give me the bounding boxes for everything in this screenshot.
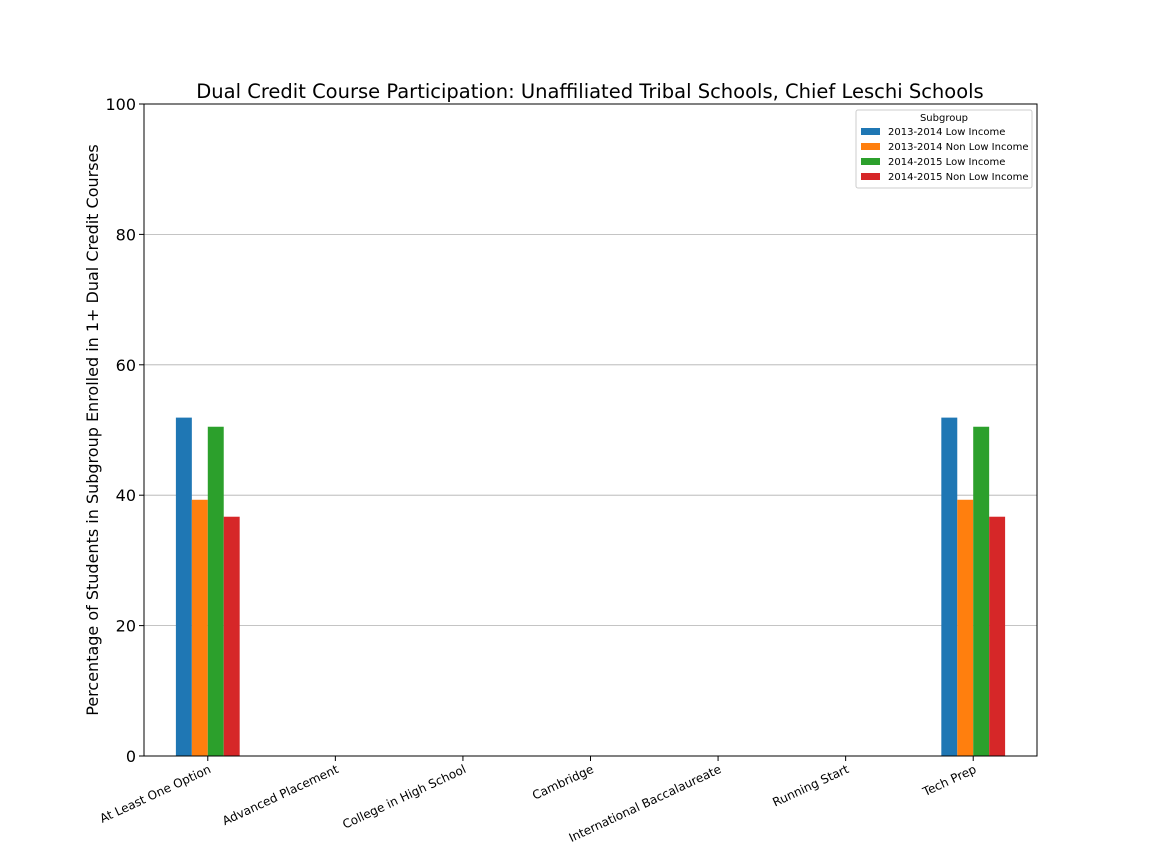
bar (191, 499, 208, 756)
y-tick-label: 40 (116, 486, 136, 505)
y-tick-label: 0 (126, 747, 136, 766)
y-tick-label: 80 (116, 225, 136, 244)
x-tick-label: Advanced Placement (220, 762, 341, 828)
y-tick-label: 100 (105, 95, 136, 114)
x-tick-label: Cambridge (530, 762, 596, 803)
bar (175, 417, 192, 756)
x-tick-label: Tech Prep (920, 762, 979, 799)
x-axis-ticks: At Least One Option Advanced Placement Col… (98, 756, 979, 845)
bars (175, 417, 1006, 756)
bar (941, 417, 958, 756)
y-axis-label: Percentage of Students in Subgroup Enrol… (83, 144, 102, 715)
x-tick-label: College in High School (340, 762, 468, 832)
legend-entry: 2013-2014 Non Low Income (888, 142, 1028, 153)
plot-frame (143, 103, 1038, 757)
bar (989, 516, 1006, 756)
bar (957, 499, 974, 756)
legend-box (855, 109, 1033, 189)
y-tick-label: 60 (116, 356, 136, 375)
y-axis-ticks: 0 20 40 60 80 100 (105, 95, 144, 766)
bar (973, 426, 990, 756)
legend-swatch (861, 143, 880, 150)
legend-swatch (861, 128, 880, 135)
y-tick-label: 20 (116, 617, 136, 636)
legend-swatch (861, 173, 880, 180)
chart-title: Dual Credit Course Participation: Unaffi… (196, 80, 983, 103)
legend-items: 2013-2014 Low Income 2013-2014 Non Low In… (861, 127, 1028, 183)
bar (207, 426, 224, 756)
legend-entry: 2014-2015 Non Low Income (888, 172, 1028, 183)
legend-entry: 2014-2015 Low Income (888, 157, 1005, 168)
legend-title: Subgroup (920, 113, 968, 124)
legend-swatch (861, 158, 880, 165)
x-tick-label: At Least One Option (98, 762, 213, 826)
legend-entry: 2013-2014 Low Income (888, 127, 1005, 138)
bar (223, 516, 240, 756)
x-tick-label: Running Start (770, 762, 851, 810)
legend: Subgroup 2013-2014 Low Income 2013-2014 N… (855, 109, 1033, 189)
gridlines (144, 233, 1037, 626)
